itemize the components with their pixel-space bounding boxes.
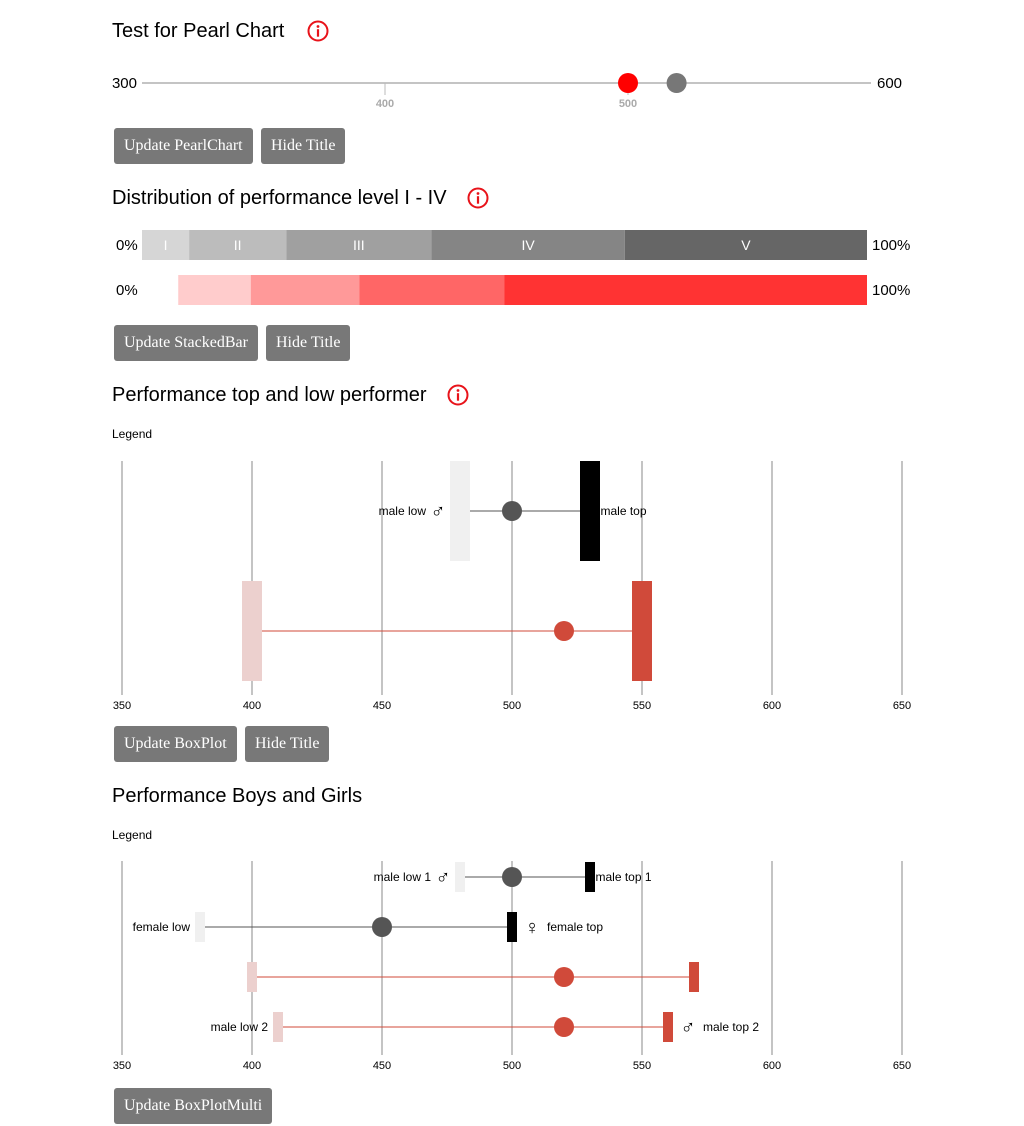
- update-pearlchart-button[interactable]: Update PearlChart: [114, 128, 253, 164]
- stacked-segment: [142, 230, 190, 260]
- pearl-point: [666, 73, 687, 93]
- stacked-segment: [189, 230, 287, 260]
- stacked-left-label: 0%: [116, 282, 138, 299]
- hide-title-button[interactable]: Hide Title: [245, 726, 330, 762]
- boxplot-tick-label: 450: [373, 700, 391, 712]
- stacked-right-label: 100%: [872, 282, 910, 299]
- female-symbol-icon: ♀: [525, 917, 540, 939]
- male-symbol-icon: ♂: [436, 867, 451, 889]
- boxplot-low-box: [247, 962, 257, 992]
- boxplot-high-box: [585, 862, 595, 892]
- stacked-segment-label: III: [353, 237, 365, 253]
- boxplot-high-label: male top: [601, 504, 647, 518]
- boxplot-tick-label: 350: [113, 1060, 131, 1072]
- boxplot-low-box: [455, 862, 465, 892]
- stacked-bar-title: Distribution of performance level I - IV: [112, 187, 447, 209]
- boxplot-low-box: [450, 461, 470, 561]
- boxplot-mean-dot: [554, 967, 574, 987]
- stacked-segment: [431, 230, 625, 260]
- boxplot-mean-dot: [502, 867, 522, 887]
- boxplot-low-label: male low 2: [211, 1020, 269, 1034]
- boxplot-tick-label: 650: [893, 1060, 911, 1072]
- stacked-segment-label: V: [741, 237, 751, 253]
- boxplot-low-label: female low: [133, 920, 191, 934]
- stacked-segment-label: II: [234, 237, 242, 253]
- pearl-tick-label: 400: [376, 98, 394, 110]
- boxplot-tick-label: 550: [633, 1060, 651, 1072]
- boxplot-tick-label: 600: [763, 1060, 781, 1072]
- boxplot-tick-label: 650: [893, 700, 911, 712]
- boxplot-tick-label: 450: [373, 1060, 391, 1072]
- boxplot-tick-label: 600: [763, 700, 781, 712]
- stacked-right-label: 100%: [872, 237, 910, 254]
- info-icon[interactable]: [307, 20, 329, 42]
- update-boxplot-button[interactable]: Update BoxPlot: [114, 726, 237, 762]
- stacked-left-label: 0%: [116, 237, 138, 254]
- boxplot-high-label: male top 1: [596, 870, 652, 884]
- stacked-segment: [504, 275, 867, 305]
- boxplot-multi-chart: 350 400 450 500 550 600 650 male low 1 ♂ male top…: [113, 861, 911, 1072]
- boxplot-chart: 350 400 450 500 550 600 650 male low ♂ male top: [113, 461, 911, 712]
- boxplot-title: Performance top and low performer: [112, 384, 427, 406]
- boxplot-high-label: male top 2: [703, 1020, 759, 1034]
- boxplot-low-label: male low 1: [374, 870, 432, 884]
- male-symbol-icon: ♂: [431, 501, 446, 523]
- boxplot-high-box: [689, 962, 699, 992]
- update-stackedbar-button[interactable]: Update StackedBar: [114, 325, 258, 361]
- stacked-segment: [286, 230, 432, 260]
- boxplot-high-box: [507, 912, 517, 942]
- boxplot-multi-title: Performance Boys and Girls: [112, 785, 363, 807]
- boxplot-low-box: [273, 1012, 283, 1042]
- boxplot-high-box: [632, 581, 652, 681]
- pearl-tick-label: 500: [619, 98, 637, 110]
- boxplot-tick-label: 400: [243, 700, 261, 712]
- boxplot-low-label: male low: [379, 504, 427, 518]
- pearl-chart-title: Test for Pearl Chart: [112, 20, 285, 42]
- boxplot-legend[interactable]: Legend: [112, 427, 153, 441]
- stacked-segment: [624, 230, 867, 260]
- boxplot-multi-legend[interactable]: Legend: [112, 828, 153, 842]
- stacked-segment: [359, 275, 505, 305]
- stacked-segment-label: IV: [521, 237, 535, 253]
- boxplot-high-label: female top: [547, 920, 603, 934]
- boxplot-tick-label: 350: [113, 700, 131, 712]
- boxplot-high-box: [580, 461, 600, 561]
- boxplot-tick-label: 550: [633, 700, 651, 712]
- boxplot-mean-dot: [372, 917, 392, 937]
- hide-title-button[interactable]: Hide Title: [261, 128, 346, 164]
- stacked-segment: [250, 275, 360, 305]
- male-symbol-icon: ♂: [681, 1017, 696, 1039]
- update-boxplotmulti-button[interactable]: Update BoxPlotMulti: [114, 1088, 273, 1124]
- boxplot-low-box: [242, 581, 262, 681]
- info-icon[interactable]: [447, 384, 469, 406]
- boxplot-tick-label: 500: [503, 700, 521, 712]
- info-icon[interactable]: [467, 187, 489, 209]
- hide-title-button[interactable]: Hide Title: [266, 325, 351, 361]
- boxplot-low-box: [195, 912, 205, 942]
- boxplot-tick-label: 500: [503, 1060, 521, 1072]
- stacked-segment: [178, 275, 251, 305]
- boxplot-high-box: [663, 1012, 673, 1042]
- pearl-chart: 300 600 400 500: [112, 73, 902, 110]
- stacked-segment-label: I: [164, 237, 168, 253]
- boxplot-mean-dot: [554, 621, 574, 641]
- pearl-min-label: 300: [112, 75, 137, 92]
- boxplot-mean-dot: [502, 501, 522, 521]
- boxplot-tick-label: 400: [243, 1060, 261, 1072]
- pearl-point: [618, 73, 638, 93]
- stacked-bar-chart: 0% 100%I II III IV V0% 100%: [116, 230, 910, 305]
- boxplot-mean-dot: [554, 1017, 574, 1037]
- pearl-max-label: 600: [877, 75, 902, 92]
